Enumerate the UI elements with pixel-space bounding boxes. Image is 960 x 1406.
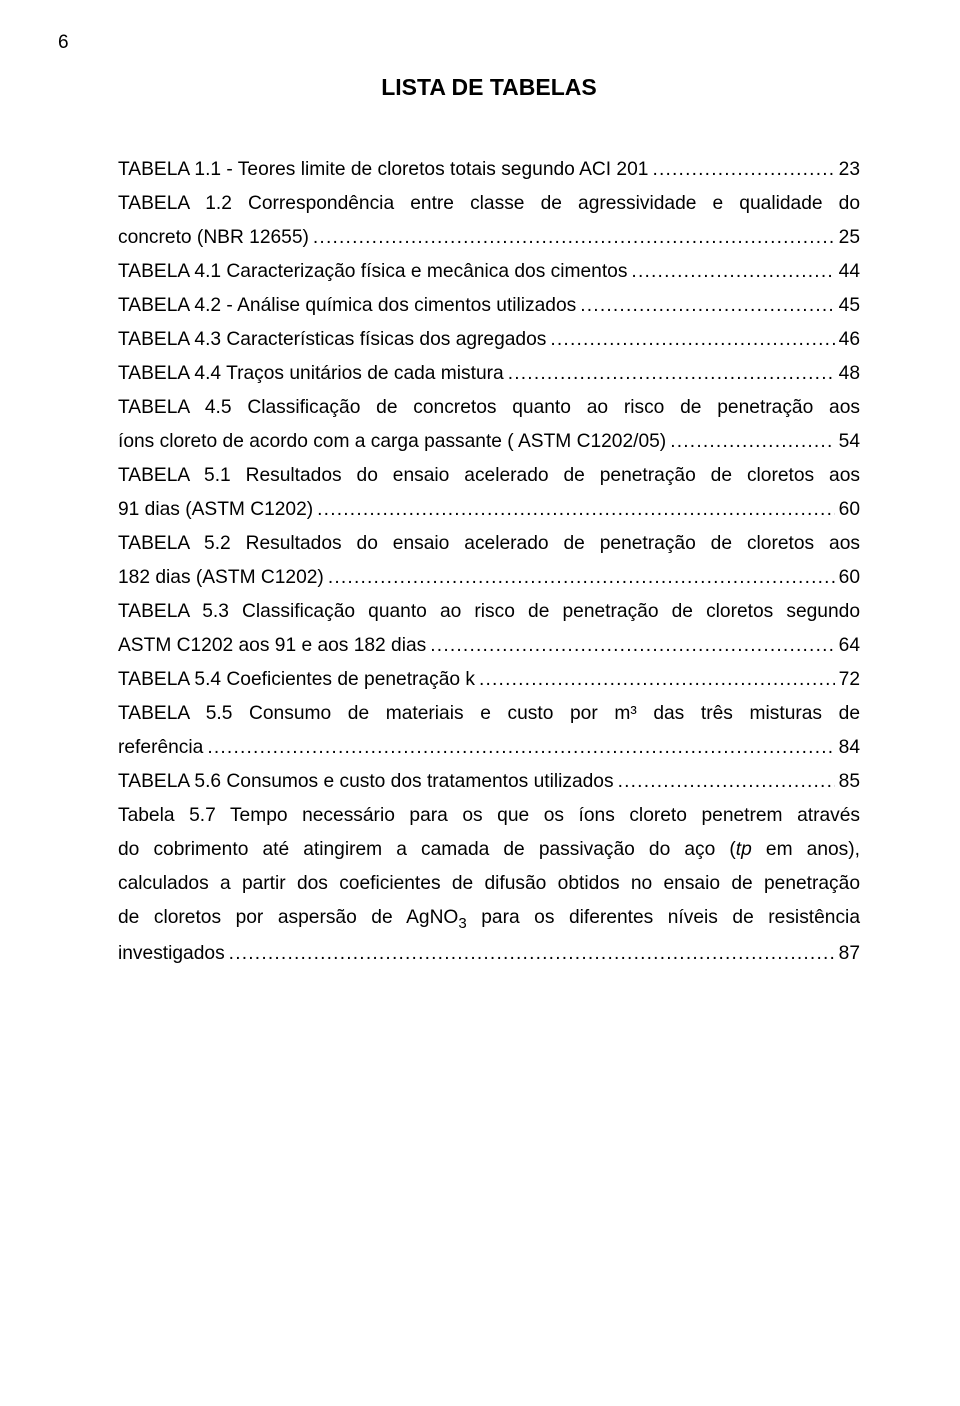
toc-entry-page: 87 xyxy=(835,937,860,971)
toc-entry-last-line: TABELA 4.4 Traços unitários de cada mist… xyxy=(118,357,860,391)
toc-entry-page: 64 xyxy=(835,629,860,663)
toc-entry: TABELA 1.1 - Teores limite de cloretos t… xyxy=(118,153,860,187)
document-page: 6 LISTA DE TABELAS TABELA 1.1 - Teores l… xyxy=(0,0,960,1406)
toc-entry: TABELA 5.1 Resultados do ensaio acelerad… xyxy=(118,459,860,527)
toc-entry-line: TABELA 5.5 Consumo de materiais e custo … xyxy=(118,697,860,731)
toc-entry-page: 72 xyxy=(835,663,860,697)
toc-entry-page: 84 xyxy=(835,731,860,765)
toc-entry-text: TABELA 4.1 Caracterização física e mecân… xyxy=(118,255,627,289)
toc-entry-page: 85 xyxy=(835,765,860,799)
toc-entry: TABELA 4.3 Características físicas dos a… xyxy=(118,323,860,357)
toc-entry-last-line: TABELA 5.4 Coeficientes de penetração k 7… xyxy=(118,663,860,697)
toc-entry-page: 60 xyxy=(835,493,860,527)
toc-entry: TABELA 4.4 Traços unitários de cada mist… xyxy=(118,357,860,391)
toc-entry-text: TABELA 5.6 Consumos e custo dos tratamen… xyxy=(118,765,614,799)
toc-entry-text: íons cloreto de acordo com a carga passa… xyxy=(118,425,666,459)
toc-entry-line: do cobrimento até atingirem a camada de … xyxy=(118,833,860,867)
toc-entry-text: ASTM C1202 aos 91 e aos 182 dias xyxy=(118,629,426,663)
dot-leader xyxy=(576,289,834,323)
toc-entry-page: 44 xyxy=(835,255,860,289)
toc-entry-line: TABELA 1.2 Correspondência entre classe … xyxy=(118,187,860,221)
toc-entry-page: 48 xyxy=(835,357,860,391)
toc-entry-page: 46 xyxy=(835,323,860,357)
dot-leader xyxy=(313,493,835,527)
dot-leader xyxy=(614,765,835,799)
toc-entry-page: 23 xyxy=(835,153,860,187)
dot-leader xyxy=(475,663,835,697)
toc-entry-last-line: TABELA 5.6 Consumos e custo dos tratamen… xyxy=(118,765,860,799)
page-number: 6 xyxy=(58,32,69,54)
toc-entry-line: TABELA 5.2 Resultados do ensaio acelerad… xyxy=(118,527,860,561)
toc-entry: TABELA 4.2 - Análise química dos cimento… xyxy=(118,289,860,323)
toc-entry-last-line: referência 84 xyxy=(118,731,860,765)
dot-leader xyxy=(309,221,835,255)
toc-entry-text: TABELA 4.4 Traços unitários de cada mist… xyxy=(118,357,504,391)
toc-entry-text: concreto (NBR 12655) xyxy=(118,221,309,255)
toc-entry: TABELA 4.1 Caracterização física e mecân… xyxy=(118,255,860,289)
toc-entry-last-line: ASTM C1202 aos 91 e aos 182 dias 64 xyxy=(118,629,860,663)
toc-entry-last-line: concreto (NBR 12655) 25 xyxy=(118,221,860,255)
toc-list: TABELA 1.1 - Teores limite de cloretos t… xyxy=(118,153,860,971)
toc-entry-text: 91 dias (ASTM C1202) xyxy=(118,493,313,527)
toc-entry: TABELA 1.2 Correspondência entre classe … xyxy=(118,187,860,255)
toc-entry-line: TABELA 5.1 Resultados do ensaio acelerad… xyxy=(118,459,860,493)
toc-entry-page: 60 xyxy=(835,561,860,595)
page-title: LISTA DE TABELAS xyxy=(118,74,860,101)
toc-entry-last-line: TABELA 4.3 Características físicas dos a… xyxy=(118,323,860,357)
dot-leader xyxy=(546,323,834,357)
toc-entry-last-line: TABELA 4.1 Caracterização física e mecân… xyxy=(118,255,860,289)
toc-entry-text: 182 dias (ASTM C1202) xyxy=(118,561,324,595)
dot-leader xyxy=(225,937,835,971)
toc-entry-last-line: TABELA 1.1 - Teores limite de cloretos t… xyxy=(118,153,860,187)
dot-leader xyxy=(203,731,834,765)
toc-entry-line: calculados a partir dos coeficientes de … xyxy=(118,867,860,901)
toc-entry-page: 25 xyxy=(835,221,860,255)
toc-entry-line: TABELA 5.3 Classificação quanto ao risco… xyxy=(118,595,860,629)
toc-entry: TABELA 5.6 Consumos e custo dos tratamen… xyxy=(118,765,860,799)
toc-entry-text: TABELA 5.4 Coeficientes de penetração k xyxy=(118,663,475,697)
toc-entry-last-line: 182 dias (ASTM C1202) 60 xyxy=(118,561,860,595)
toc-entry: TABELA 4.5 Classificação de concretos qu… xyxy=(118,391,860,459)
toc-entry-text: TABELA 4.3 Características físicas dos a… xyxy=(118,323,546,357)
toc-entry: TABELA 5.4 Coeficientes de penetração k 7… xyxy=(118,663,860,697)
dot-leader xyxy=(648,153,834,187)
dot-leader xyxy=(324,561,835,595)
toc-entry-last-line: 91 dias (ASTM C1202) 60 xyxy=(118,493,860,527)
toc-entry-line: de cloretos por aspersão de AgNO3 para o… xyxy=(118,901,860,937)
toc-entry: TABELA 5.3 Classificação quanto ao risco… xyxy=(118,595,860,663)
dot-leader xyxy=(504,357,835,391)
toc-entry-text: investigados xyxy=(118,937,225,971)
toc-entry-text: TABELA 4.2 - Análise química dos cimento… xyxy=(118,289,576,323)
toc-entry-last-line: investigados 87 xyxy=(118,937,860,971)
toc-entry-page: 45 xyxy=(835,289,860,323)
dot-leader xyxy=(627,255,834,289)
toc-entry: Tabela 5.7 Tempo necessário para os que … xyxy=(118,799,860,971)
toc-entry: TABELA 5.2 Resultados do ensaio acelerad… xyxy=(118,527,860,595)
toc-entry-text: TABELA 1.1 - Teores limite de cloretos t… xyxy=(118,153,648,187)
toc-entry: TABELA 5.5 Consumo de materiais e custo … xyxy=(118,697,860,765)
toc-entry-text: referência xyxy=(118,731,203,765)
toc-entry-page: 54 xyxy=(835,425,860,459)
toc-entry-last-line: íons cloreto de acordo com a carga passa… xyxy=(118,425,860,459)
toc-entry-line: Tabela 5.7 Tempo necessário para os que … xyxy=(118,799,860,833)
toc-entry-line: TABELA 4.5 Classificação de concretos qu… xyxy=(118,391,860,425)
dot-leader xyxy=(666,425,834,459)
dot-leader xyxy=(426,629,834,663)
toc-entry-last-line: TABELA 4.2 - Análise química dos cimento… xyxy=(118,289,860,323)
